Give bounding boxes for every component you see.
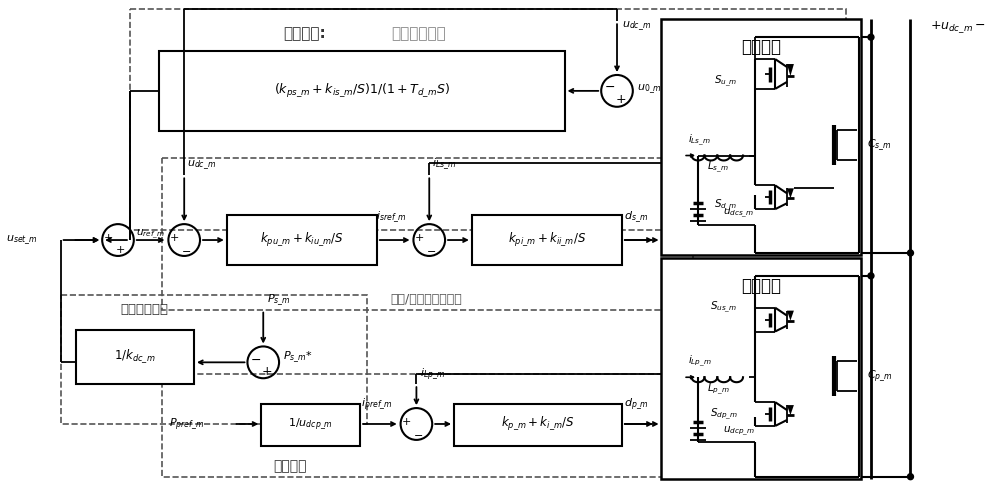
- Polygon shape: [472, 215, 622, 265]
- Text: $-$: $-$: [604, 81, 615, 93]
- Text: $+$: $+$: [401, 415, 412, 427]
- Text: 平衡单元: 平衡单元: [741, 38, 781, 56]
- Text: $i_{Lp\_m}$: $i_{Lp\_m}$: [688, 354, 712, 369]
- Text: $i_{Ls\_m}$: $i_{Ls\_m}$: [432, 157, 457, 172]
- Text: $u_{dc\_m}$: $u_{dc\_m}$: [622, 19, 651, 33]
- Text: $P_{pref\_m}$: $P_{pref\_m}$: [169, 416, 205, 432]
- Text: $k_{p\_m}+k_{i\_m}/S$: $k_{p\_m}+k_{i\_m}/S$: [501, 415, 575, 433]
- Text: $u_{set\_m}$: $u_{set\_m}$: [6, 233, 38, 247]
- Text: $i_{sref\_m}$: $i_{sref\_m}$: [376, 210, 407, 225]
- Text: $d_{p\_m}$: $d_{p\_m}$: [624, 396, 649, 412]
- Text: $S_{us\_m}$: $S_{us\_m}$: [710, 300, 738, 315]
- Text: $-$: $-$: [413, 429, 423, 439]
- Text: $d_{s\_m}$: $d_{s\_m}$: [624, 210, 648, 225]
- Text: $1/u_{dcp\_m}$: $1/u_{dcp\_m}$: [288, 416, 333, 432]
- Polygon shape: [787, 405, 794, 415]
- Text: 功率单元: 功率单元: [741, 277, 781, 295]
- Text: $u_{dc\_m}$: $u_{dc\_m}$: [187, 159, 216, 172]
- Polygon shape: [661, 19, 861, 255]
- Polygon shape: [454, 404, 622, 446]
- Text: $1/k_{dc\_m}$: $1/k_{dc\_m}$: [114, 348, 156, 365]
- Polygon shape: [261, 404, 360, 446]
- Text: $+$: $+$: [615, 93, 627, 107]
- Text: $+u_{dc\_m}-$: $+u_{dc\_m}-$: [930, 19, 986, 35]
- Text: $+$: $+$: [414, 232, 424, 243]
- Polygon shape: [787, 189, 794, 198]
- Text: 直流电压下垂: 直流电压下垂: [120, 302, 168, 316]
- Text: $u_{dcs\_m}$: $u_{dcs\_m}$: [723, 207, 754, 220]
- Circle shape: [908, 474, 913, 480]
- Text: $u_{0\_m}$: $u_{0\_m}$: [637, 82, 662, 96]
- Polygon shape: [661, 258, 861, 479]
- Polygon shape: [787, 311, 794, 321]
- Text: $-$: $-$: [426, 245, 436, 255]
- Text: $P_{s\_m}$*: $P_{s\_m}$*: [283, 350, 313, 365]
- Text: $S_{u\_m}$: $S_{u\_m}$: [714, 73, 738, 88]
- Text: 电压/电流双闭环控制: 电压/电流双闭环控制: [390, 293, 462, 306]
- Circle shape: [868, 34, 874, 40]
- Text: $C_{p\_m}$: $C_{p\_m}$: [867, 368, 893, 384]
- Circle shape: [908, 250, 913, 256]
- Text: $-$: $-$: [181, 245, 191, 255]
- Text: $+$: $+$: [103, 232, 113, 243]
- Text: $u_{ref\_m}$: $u_{ref\_m}$: [136, 227, 165, 241]
- Text: $i_{Ls\_m}$: $i_{Ls\_m}$: [688, 133, 711, 148]
- Text: $+$: $+$: [261, 365, 272, 378]
- Polygon shape: [159, 51, 565, 131]
- Text: $L_{s\_m}$: $L_{s\_m}$: [707, 160, 729, 175]
- Text: $u_{dcp\_m}$: $u_{dcp\_m}$: [723, 424, 755, 437]
- Text: 直流电压恢复: 直流电压恢复: [392, 26, 446, 41]
- Polygon shape: [787, 64, 794, 76]
- Text: $L_{p\_m}$: $L_{p\_m}$: [707, 382, 729, 397]
- Text: $-$: $-$: [250, 353, 261, 366]
- Text: 功率控制: 功率控制: [273, 459, 307, 473]
- Text: $k_{pu\_m}+k_{iu\_m}/S$: $k_{pu\_m}+k_{iu\_m}/S$: [260, 231, 344, 249]
- Circle shape: [868, 273, 874, 279]
- Polygon shape: [76, 329, 194, 384]
- Text: 二次控制:: 二次控制:: [283, 26, 326, 41]
- Text: $(k_{ps\_m}+k_{is\_m}/S)1/(1+T_{d\_m}S)$: $(k_{ps\_m}+k_{is\_m}/S)1/(1+T_{d\_m}S)$: [274, 82, 450, 100]
- Text: $P_{s\_m}$: $P_{s\_m}$: [267, 292, 291, 308]
- Text: $i_{pref\_m}$: $i_{pref\_m}$: [361, 396, 393, 412]
- Text: $C_{s\_m}$: $C_{s\_m}$: [867, 137, 892, 153]
- Text: $S_{dp\_m}$: $S_{dp\_m}$: [710, 407, 738, 422]
- Text: $+$: $+$: [115, 245, 125, 255]
- Text: $k_{pi\_m}+k_{ii\_m}/S$: $k_{pi\_m}+k_{ii\_m}/S$: [508, 231, 586, 249]
- Text: $S_{d\_m}$: $S_{d\_m}$: [714, 198, 738, 213]
- Text: $i_{Lp\_m}$: $i_{Lp\_m}$: [420, 366, 446, 382]
- Text: $+$: $+$: [169, 232, 179, 243]
- Polygon shape: [227, 215, 377, 265]
